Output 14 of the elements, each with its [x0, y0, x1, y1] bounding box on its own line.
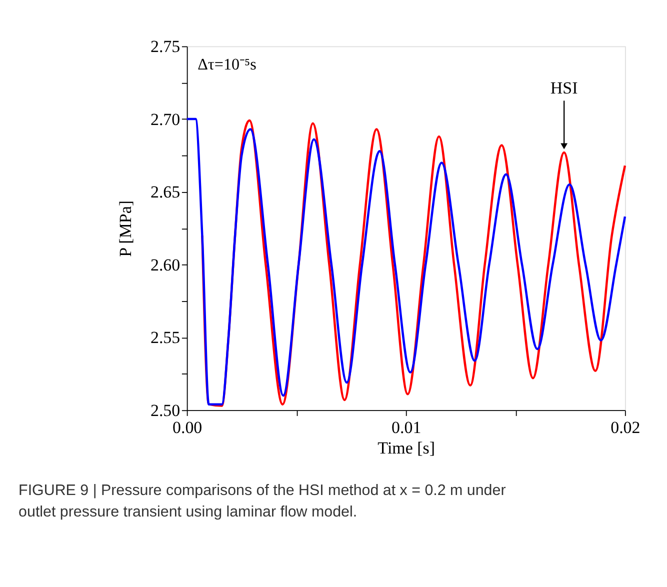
y-tick-label: 2.55: [150, 328, 180, 348]
annotation: Δτ=10⁻⁵s: [198, 56, 256, 74]
annotation: HSI: [550, 78, 578, 98]
y-tick-label: 2.70: [150, 110, 180, 129]
x-tick-label: 0.01: [392, 418, 422, 437]
y-axis-title: P [MPa]: [116, 200, 135, 257]
caption: FIGURE 9 | Pressure comparisons of the HSI method at x = 0.2 m under outlet pressure transient using laminar flow model.: [18, 482, 506, 521]
y-tick-label: 2.75: [150, 37, 180, 56]
y-tick-label: 2.60: [150, 255, 180, 274]
y-tick-label: 2.65: [150, 182, 180, 202]
y-tick-label: 2.50: [150, 400, 180, 420]
x-tick-label: 0.02: [610, 418, 640, 437]
x-axis-title: Time [s]: [378, 438, 436, 458]
x-tick-label: 0.00: [172, 418, 202, 437]
